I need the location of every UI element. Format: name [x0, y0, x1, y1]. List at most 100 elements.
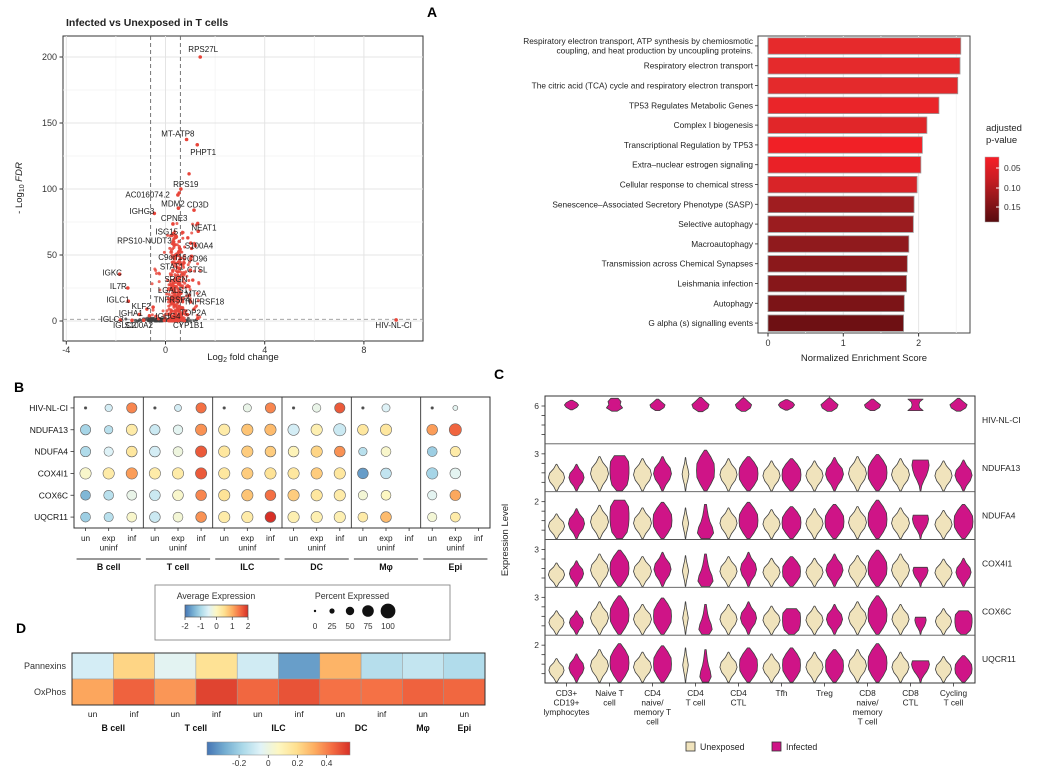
expression-dot	[361, 406, 365, 410]
bar	[767, 57, 961, 75]
sig-point	[180, 250, 184, 254]
expression-dot	[79, 467, 92, 480]
celltype-group-label: Mφ	[379, 562, 393, 572]
violin	[652, 501, 673, 540]
labeled-point	[176, 193, 180, 197]
celltype-group-label: DC	[310, 562, 323, 572]
condition-label: un	[289, 533, 299, 543]
legend-tick-label: -2	[181, 622, 189, 631]
sig-point	[182, 261, 186, 265]
sig-point	[172, 246, 176, 250]
violin	[681, 507, 690, 540]
expression-dot	[126, 511, 138, 523]
x-tick-label: cell	[646, 717, 659, 727]
legend-tick-label: -0.2	[232, 758, 247, 768]
sig-point	[170, 291, 174, 295]
facet-gene-label: NDUFA4	[982, 511, 1016, 521]
sig-point	[170, 309, 174, 313]
labeled-point	[179, 187, 183, 191]
violin	[653, 551, 672, 587]
condition-label: inf	[127, 533, 136, 543]
facet-gene-label: COX6C	[982, 606, 1011, 616]
sig-point	[181, 284, 185, 288]
condition-label: exp	[310, 533, 324, 543]
violin	[848, 456, 867, 492]
condition-label: un	[253, 709, 263, 719]
expression-dot	[426, 446, 438, 457]
bar	[767, 136, 923, 154]
violin	[762, 460, 781, 492]
violin	[825, 603, 844, 635]
expression-dot	[241, 511, 254, 524]
bar-label: TP53 Regulates Metabolic Genes	[629, 100, 753, 110]
sig-point	[170, 253, 174, 257]
violin	[782, 608, 801, 635]
expression-dot	[172, 446, 184, 457]
violin	[548, 513, 565, 540]
celltype-group-label: Epi	[448, 562, 462, 572]
gsea-bar-chart: Respiratory electron transport, ATP synt…	[523, 35, 1022, 364]
sig-point	[167, 292, 171, 296]
facet-gene-label: NDUFA13	[982, 463, 1021, 473]
violin	[696, 449, 715, 492]
violin	[691, 397, 710, 413]
gene-label: IGHG3	[129, 207, 154, 216]
expression-dot	[310, 489, 323, 502]
expression-dot	[333, 511, 346, 524]
sig-point	[174, 257, 178, 261]
expression-dot	[357, 467, 369, 480]
condition-label: un	[460, 709, 470, 719]
bar	[767, 175, 918, 194]
expression-dot	[449, 467, 462, 480]
sig-point	[190, 231, 194, 235]
violin	[696, 503, 715, 540]
violin	[867, 643, 888, 683]
violin	[633, 556, 652, 587]
sig-point	[170, 295, 174, 299]
condition-label: un	[81, 533, 91, 543]
x-tick-label: naive/	[641, 698, 664, 708]
facet-gene-label: HIV-NL-CI	[982, 415, 1021, 425]
panel-d-label: D	[16, 620, 27, 636]
sig-point	[157, 280, 161, 284]
violin	[590, 601, 609, 635]
violin	[825, 649, 844, 683]
celltype-group-label: DC	[355, 723, 368, 733]
violin	[955, 557, 972, 587]
gene-label: IL7R	[110, 282, 127, 291]
y-tick-label: 2	[534, 497, 539, 507]
expression-dot	[449, 489, 462, 501]
sig-point	[173, 292, 177, 296]
violin	[609, 595, 630, 635]
expression-dot	[287, 511, 300, 524]
y-axis-title: Expression Level	[500, 504, 511, 576]
sig-point	[181, 296, 185, 300]
labeled-point	[177, 266, 181, 271]
gene-label: TNFRSF18	[184, 297, 225, 306]
volcano-plot: -4 0 4 8 0 50 100 150 200 Infected vs Unexposed i…	[14, 17, 424, 364]
legend-title: Average Expression	[177, 591, 256, 601]
violin	[762, 653, 781, 683]
expression-dot	[334, 402, 346, 414]
x-tick-label: CD8	[859, 688, 876, 698]
panel-b-label: B	[14, 379, 25, 395]
sig-point	[147, 314, 152, 318]
violin	[568, 653, 585, 683]
sig-point	[151, 308, 155, 312]
heat-cell	[319, 678, 362, 706]
pathway-heatmap: Pannexins OxPhos un inf un inf un inf un inf un un B…	[24, 652, 486, 768]
gene-row-label: HIV-NL-CI	[29, 403, 68, 413]
expression-dot	[218, 423, 231, 436]
heat-cell	[236, 652, 279, 680]
sig-point	[178, 260, 182, 264]
expression-dot	[380, 490, 392, 501]
expression-dot	[125, 423, 138, 436]
labeled-point	[196, 229, 201, 234]
legend-tick-label: 0.4	[321, 758, 333, 768]
condition-label: uninf	[238, 543, 257, 553]
violin	[609, 499, 630, 540]
expression-dot	[333, 467, 346, 480]
ns-point	[186, 316, 190, 320]
sig-point	[169, 300, 173, 304]
expression-dot	[333, 423, 347, 437]
